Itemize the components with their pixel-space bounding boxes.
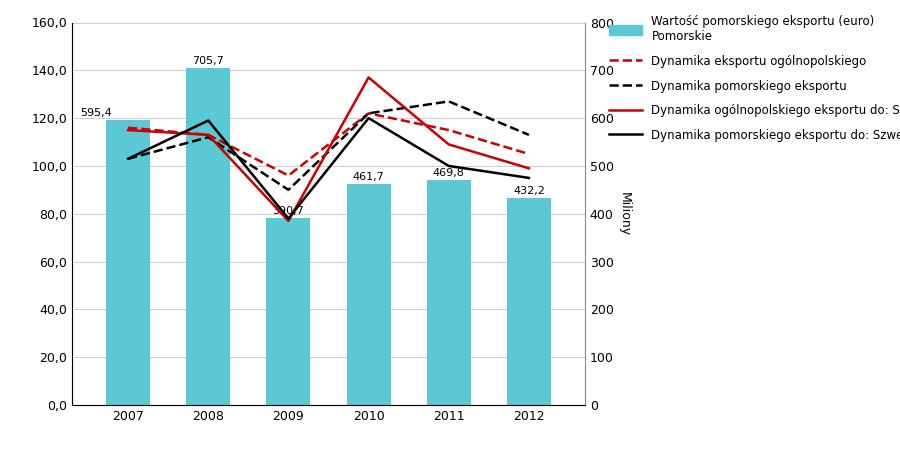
Y-axis label: Miliony: Miliony bbox=[617, 192, 631, 236]
Text: 705,7: 705,7 bbox=[193, 56, 224, 66]
Text: 432,2: 432,2 bbox=[513, 186, 544, 197]
Text: 595,4: 595,4 bbox=[80, 108, 112, 118]
Legend: Wartość pomorskiego eksportu (euro)
Pomorskie, Dynamika eksportu ogólnopolskiego: Wartość pomorskiego eksportu (euro) Pomo… bbox=[609, 15, 900, 142]
Bar bbox=[106, 120, 150, 405]
Text: 469,8: 469,8 bbox=[433, 168, 464, 179]
Bar bbox=[266, 218, 310, 405]
Bar bbox=[507, 198, 551, 405]
Bar bbox=[346, 184, 391, 405]
Text: 461,7: 461,7 bbox=[353, 172, 384, 182]
Bar bbox=[427, 180, 471, 405]
Text: 390,7: 390,7 bbox=[273, 206, 304, 216]
Bar bbox=[186, 68, 230, 405]
